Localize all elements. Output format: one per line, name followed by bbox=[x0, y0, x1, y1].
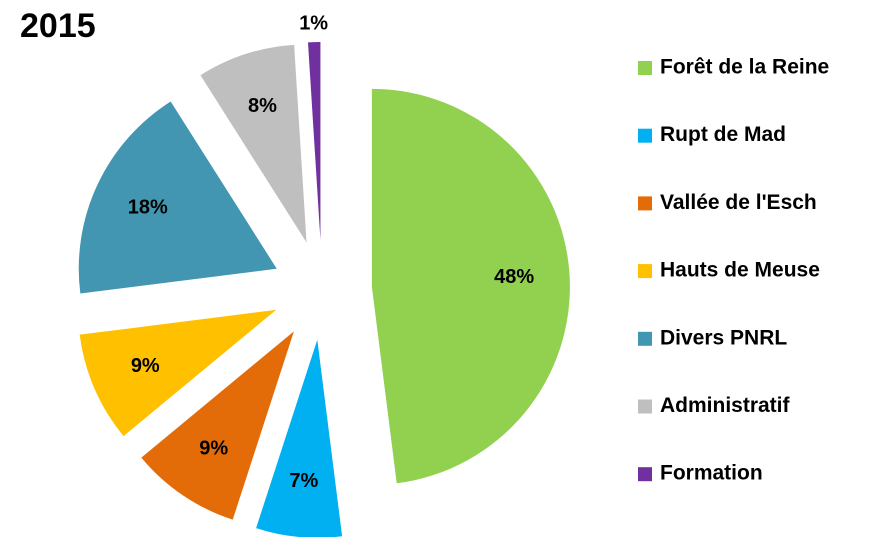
chart-title: 2015 bbox=[20, 7, 96, 45]
legend-swatch bbox=[638, 399, 652, 414]
pie-slice bbox=[78, 101, 277, 294]
legend-label: Divers PNRL bbox=[660, 326, 787, 349]
pie-slice bbox=[200, 44, 307, 243]
pie-slice bbox=[256, 339, 343, 537]
pie-slice bbox=[141, 331, 294, 520]
legend-label: Administratif bbox=[660, 394, 791, 417]
legend-swatch bbox=[638, 128, 652, 143]
data-label: 48% bbox=[494, 266, 534, 288]
legend-label: Formation bbox=[660, 462, 763, 485]
legend-swatch bbox=[638, 467, 652, 482]
data-label: 9% bbox=[131, 355, 160, 377]
data-label: 1% bbox=[299, 12, 328, 34]
pie-slice bbox=[371, 88, 570, 484]
data-label: 18% bbox=[128, 196, 168, 218]
legend-swatch bbox=[638, 264, 652, 279]
legend-label: Vallée de l'Esch bbox=[660, 191, 817, 214]
legend-label: Hauts de Meuse bbox=[660, 259, 820, 282]
pie-slice bbox=[79, 309, 277, 437]
legend-label: Rupt de Mad bbox=[660, 123, 786, 146]
data-label: 8% bbox=[248, 95, 277, 117]
data-label: 9% bbox=[199, 438, 228, 460]
legend-swatch bbox=[638, 331, 652, 346]
pie-slice bbox=[307, 42, 321, 241]
legend-label: Forêt de la Reine bbox=[660, 56, 829, 79]
legend-swatch bbox=[638, 196, 652, 211]
legend-swatch bbox=[638, 61, 652, 75]
data-label: 7% bbox=[289, 470, 318, 492]
